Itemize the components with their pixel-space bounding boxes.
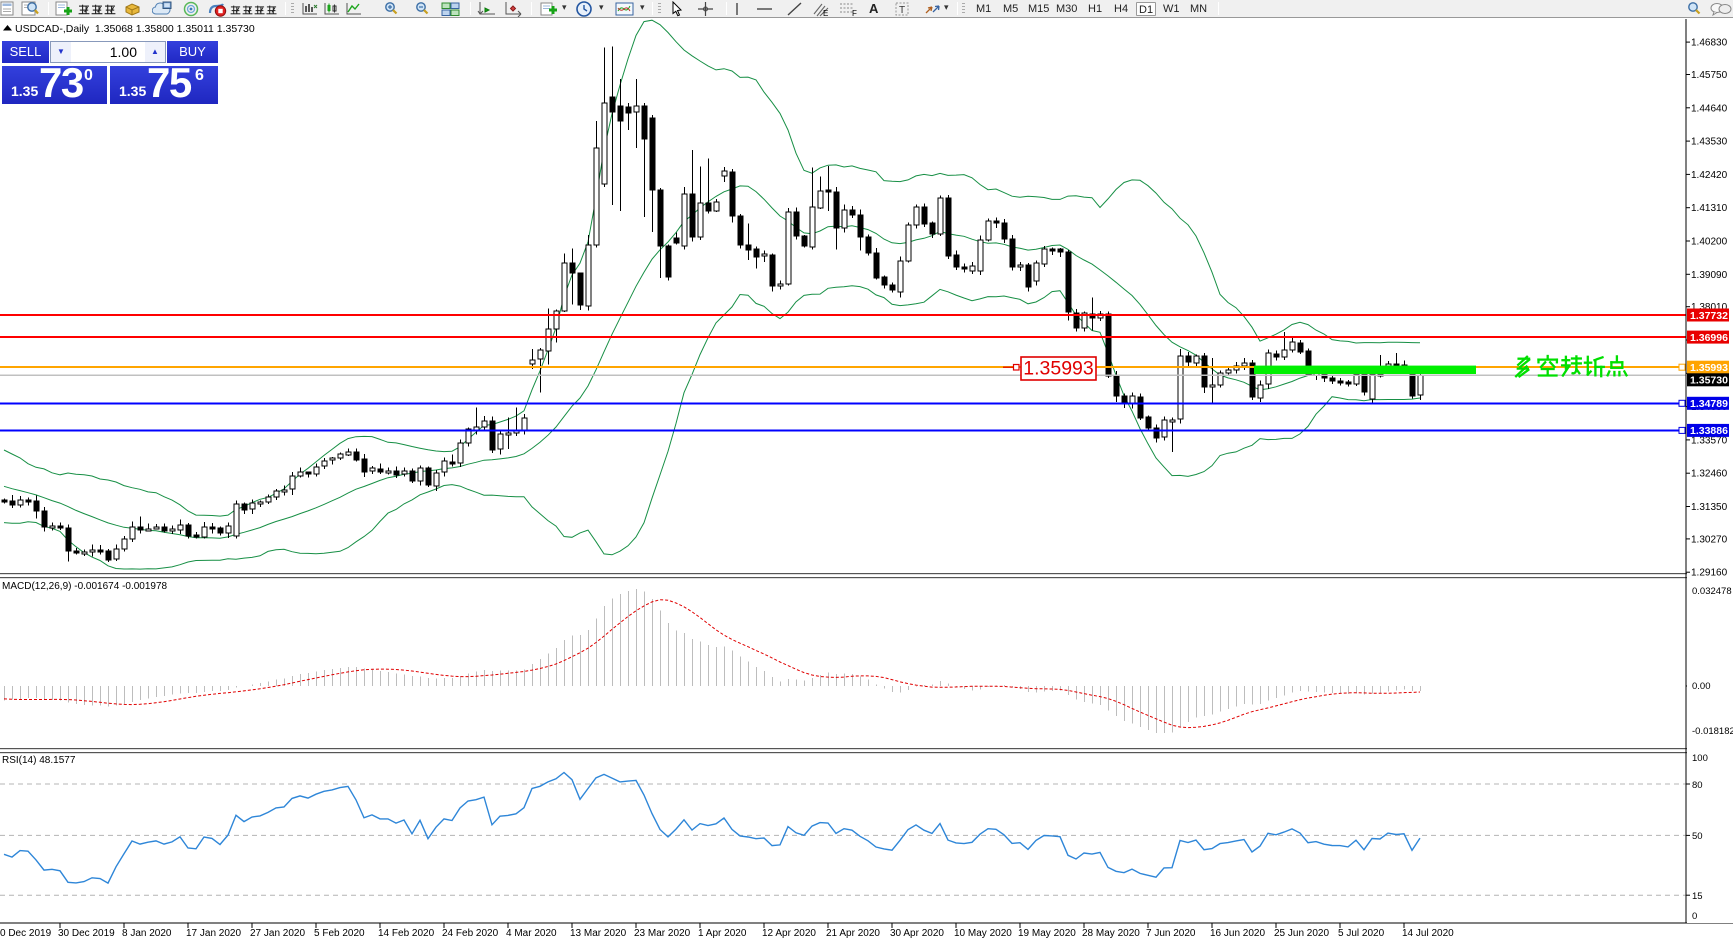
svg-text:17 Jan 2020: 17 Jan 2020 (186, 928, 241, 939)
svg-text:80: 80 (1692, 780, 1703, 791)
svg-text:27 Jan 2020: 27 Jan 2020 (250, 928, 305, 939)
svg-text:5 Jul 2020: 5 Jul 2020 (1338, 928, 1385, 939)
svg-text:1.37732: 1.37732 (1690, 310, 1728, 322)
svg-text:19 May 2020: 19 May 2020 (1018, 928, 1076, 939)
svg-text:1 Apr 2020: 1 Apr 2020 (698, 928, 747, 939)
svg-text:1.34789: 1.34789 (1690, 398, 1728, 410)
svg-text:1.44640: 1.44640 (1691, 103, 1728, 114)
svg-text:50: 50 (1692, 831, 1703, 842)
svg-text:F: F (852, 9, 857, 17)
svg-text:1.35993: 1.35993 (1690, 362, 1728, 374)
svg-text:1.40200: 1.40200 (1691, 237, 1728, 248)
svg-text:14 Jul 2020: 14 Jul 2020 (1402, 928, 1454, 939)
svg-text:13 Mar 2020: 13 Mar 2020 (570, 928, 627, 939)
svg-text:T: T (899, 5, 905, 16)
svg-text:1.39090: 1.39090 (1691, 270, 1728, 281)
svg-text:1.33886: 1.33886 (1690, 425, 1728, 437)
svg-text:0: 0 (1692, 911, 1697, 922)
svg-text:USDCAD-,Daily 1.35068 1.35800: USDCAD-,Daily 1.35068 1.35800 1.35011 1.… (15, 23, 255, 35)
svg-text:21 Apr 2020: 21 Apr 2020 (826, 928, 880, 939)
svg-text:0.032478: 0.032478 (1692, 586, 1732, 597)
svg-text:12 Apr 2020: 12 Apr 2020 (762, 928, 816, 939)
svg-text:10 May 2020: 10 May 2020 (954, 928, 1012, 939)
svg-text:25 Jun 2020: 25 Jun 2020 (1274, 928, 1329, 939)
svg-text:100: 100 (1692, 753, 1708, 764)
svg-text:RSI(14) 48.1577: RSI(14) 48.1577 (2, 755, 76, 766)
svg-text:MACD(12,26,9) -0.001674 -0.001: MACD(12,26,9) -0.001674 -0.001978 (2, 581, 168, 592)
svg-text:30 Apr 2020: 30 Apr 2020 (890, 928, 944, 939)
svg-text:E: E (823, 9, 828, 17)
svg-text:14 Feb 2020: 14 Feb 2020 (378, 928, 435, 939)
svg-text:4 Mar 2020: 4 Mar 2020 (506, 928, 557, 939)
svg-text:0.00: 0.00 (1692, 681, 1711, 692)
svg-text:1.33570: 1.33570 (1691, 435, 1728, 446)
svg-text:1.42420: 1.42420 (1691, 170, 1728, 181)
svg-text:1.30270: 1.30270 (1691, 534, 1728, 545)
svg-text:1.38010: 1.38010 (1691, 302, 1728, 313)
svg-text:7 Jun 2020: 7 Jun 2020 (1146, 928, 1196, 939)
svg-text:1.41310: 1.41310 (1691, 203, 1728, 214)
svg-text:16 Jun 2020: 16 Jun 2020 (1210, 928, 1265, 939)
svg-text:28 May 2020: 28 May 2020 (1082, 928, 1140, 939)
svg-text:1.36996: 1.36996 (1690, 332, 1728, 344)
svg-text:1.46830: 1.46830 (1691, 38, 1728, 49)
svg-text:8 Jan 2020: 8 Jan 2020 (122, 928, 172, 939)
svg-text:1.29160: 1.29160 (1691, 568, 1728, 579)
svg-text:1.35730: 1.35730 (1690, 375, 1728, 387)
svg-text:30 Dec 2019: 30 Dec 2019 (58, 928, 115, 939)
svg-text:0 Dec 2019: 0 Dec 2019 (0, 928, 52, 939)
svg-text:24 Feb 2020: 24 Feb 2020 (442, 928, 499, 939)
svg-text:-0.018182: -0.018182 (1692, 726, 1733, 737)
svg-text:5 Feb 2020: 5 Feb 2020 (314, 928, 365, 939)
svg-text:1.31350: 1.31350 (1691, 502, 1728, 513)
svg-text:1.45750: 1.45750 (1691, 70, 1728, 81)
svg-text:23 Mar 2020: 23 Mar 2020 (634, 928, 691, 939)
svg-text:1.32460: 1.32460 (1691, 469, 1728, 480)
svg-text:1.35993: 1.35993 (1023, 358, 1094, 380)
svg-text:1.43530: 1.43530 (1691, 137, 1728, 148)
svg-text:15: 15 (1692, 891, 1703, 902)
